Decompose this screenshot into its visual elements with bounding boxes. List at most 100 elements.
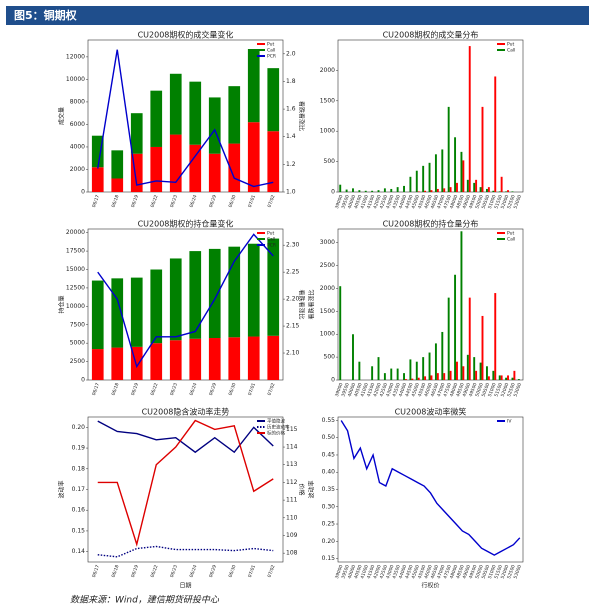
line: [340, 420, 521, 556]
y2-tick-label: 2.25: [286, 269, 300, 276]
bar: [447, 106, 450, 192]
y-tick-label: 1000: [320, 128, 335, 135]
y-tick-label: 0.14: [72, 548, 86, 555]
legend-label: 平值隐波: [267, 418, 285, 425]
bar: [428, 352, 431, 380]
x-tick-label: 45500: [417, 382, 428, 398]
y2-tick-label: 2.20: [286, 296, 300, 303]
bar-segment: [247, 336, 260, 380]
x-tick-label: 49500: [468, 194, 479, 210]
bar: [460, 231, 463, 380]
chart-title: CU2008期权的成交量分布: [383, 30, 479, 40]
chart-title: CU2008波动率微笑: [395, 407, 467, 417]
x-tick-label: 52000: [500, 382, 511, 398]
x-tick-label: 50000: [474, 382, 485, 398]
bar: [415, 170, 418, 192]
bar-segment: [91, 280, 104, 350]
x-tick-label: 44500: [404, 382, 415, 398]
y2-tick-label: 1.6: [286, 106, 296, 113]
x-tick-label: 50500: [481, 194, 492, 210]
y-tick-label: 0.35: [322, 486, 336, 493]
y-tick-label: 0.18: [72, 465, 86, 472]
bar-segment: [150, 146, 163, 192]
bar: [505, 377, 508, 380]
x-tick-label: 40500: [353, 564, 364, 580]
y2-tick-label: 2.15: [286, 323, 300, 330]
x-tick-label: 06/29: [208, 382, 218, 396]
bar: [513, 370, 516, 380]
bar: [454, 137, 457, 192]
x-tick-label: 39000: [334, 564, 345, 580]
x-tick-label: 47000: [436, 564, 447, 580]
legend-label: Call: [267, 237, 275, 243]
bar: [415, 361, 418, 380]
x-tick-label: 06/23: [169, 382, 179, 396]
x-tick-label: 52000: [500, 564, 511, 580]
x-tick-label: 46000: [423, 382, 434, 398]
x-tick-label: 41000: [359, 564, 370, 580]
bar-segment: [169, 340, 182, 380]
legend-label: 标的价格: [267, 430, 285, 437]
y-axis-label: 持仓量: [58, 295, 66, 313]
bar: [511, 191, 514, 192]
x-tick-label: 48000: [449, 382, 460, 398]
x-tick-label: 43500: [391, 382, 402, 398]
bar: [494, 76, 497, 192]
x-tick-label: 07/02: [266, 382, 276, 396]
bar: [339, 286, 342, 380]
y-tick-label: 15000: [66, 266, 85, 273]
bar: [404, 379, 407, 380]
x-tick-label: 44500: [404, 564, 415, 580]
y-tick-label: 20000: [66, 229, 85, 236]
y-tick-label: 0.25: [322, 521, 336, 528]
bar: [390, 188, 393, 192]
bar-segment: [189, 81, 202, 145]
chart-title: CU2008隐含波动率走势: [142, 407, 230, 417]
bar: [422, 165, 425, 192]
bar: [358, 361, 361, 380]
x-tick-label: 47000: [436, 194, 447, 210]
y-tick-label: 1500: [320, 97, 335, 104]
x-tick-label: 51500: [493, 194, 504, 210]
y-tick-label: 0.19: [72, 445, 86, 452]
bar: [466, 179, 469, 192]
y2-tick-label: 1.2: [286, 161, 296, 168]
x-tick-label: 43000: [385, 564, 396, 580]
x-tick-label: 40000: [347, 382, 358, 398]
legend-label: Put: [267, 42, 274, 48]
bar: [422, 357, 425, 380]
y-tick-label: 0.55: [322, 417, 336, 424]
x-tick-label: 43000: [385, 382, 396, 398]
bar-segment: [91, 167, 104, 192]
y2-tick-label: 115: [286, 426, 298, 433]
y2-tick-label: 110: [286, 514, 298, 521]
bar: [371, 190, 374, 192]
x-tick-label: 52500: [506, 564, 517, 580]
y2-tick-label: 114: [286, 444, 298, 451]
x-tick-label: 44500: [404, 194, 415, 210]
x-tick-label: 47500: [442, 564, 453, 580]
x-tick-label: 42500: [379, 564, 390, 580]
legend-label: Call: [267, 48, 275, 54]
bar: [475, 179, 478, 192]
y-tick-label: 6000: [70, 121, 85, 128]
y2-tick-label: 108: [286, 550, 298, 557]
bar: [436, 188, 439, 192]
bar: [424, 376, 427, 380]
bar: [456, 182, 458, 192]
bar-segment: [247, 122, 260, 192]
x-tick-label: 49000: [462, 564, 473, 580]
y-tick-label: 2000: [70, 166, 85, 173]
legend-label: 历史波动率: [267, 424, 290, 431]
x-tick-label: 42000: [372, 382, 383, 398]
line: [97, 419, 274, 547]
x-tick-label: 07/01: [247, 194, 257, 208]
y-tick-label: 8000: [70, 98, 85, 105]
y-tick-label: 0: [81, 189, 85, 196]
bar-segment: [208, 338, 221, 380]
bar: [428, 162, 431, 192]
bar-segment: [150, 90, 163, 147]
bar-segment: [91, 349, 104, 380]
x-tick-label: 51000: [487, 564, 498, 580]
x-tick-label: 06/30: [227, 194, 237, 208]
